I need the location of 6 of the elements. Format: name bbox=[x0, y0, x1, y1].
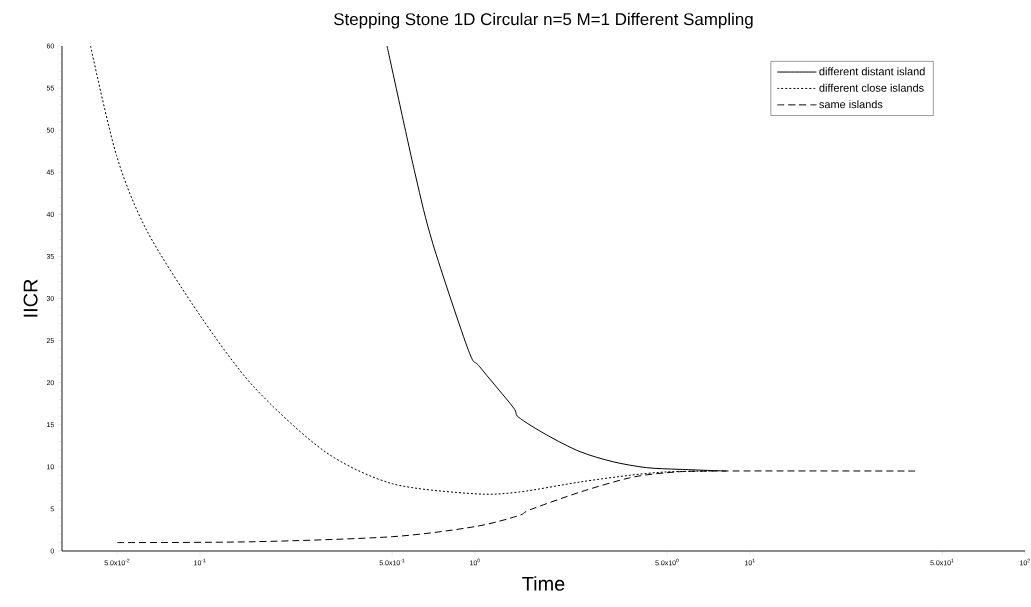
legend-label: same islands bbox=[819, 100, 883, 109]
y-axis-title: IICR bbox=[23, 279, 38, 317]
x-axis-title: Time bbox=[522, 576, 565, 591]
legend-label: different close islands bbox=[819, 83, 924, 92]
legend-label: different distant island bbox=[819, 67, 925, 76]
chart-title: Stepping Stone 1D Circular n=5 M=1 Different Sampling bbox=[334, 12, 753, 29]
